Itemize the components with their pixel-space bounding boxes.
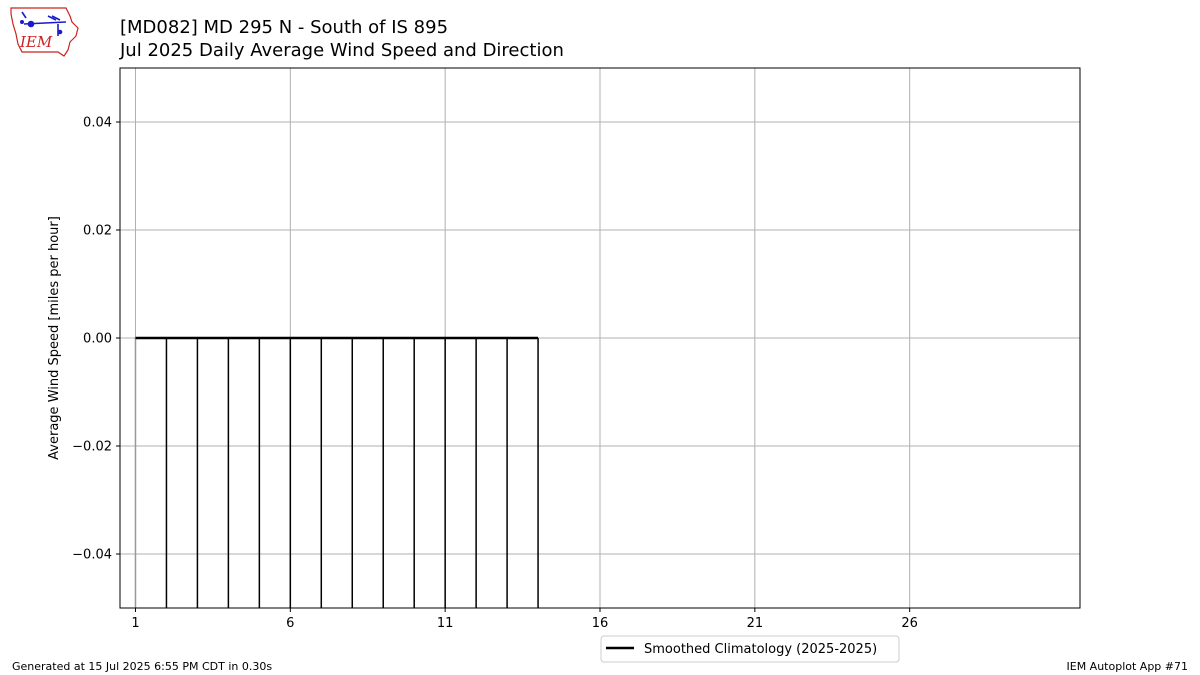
y-tick-label: −0.02 [72,440,112,455]
chart-title-subtitle: Jul 2025 Daily Average Wind Speed and Di… [120,40,564,61]
y-tick-label: −0.04 [72,548,112,563]
x-tick-label: 21 [747,616,764,631]
logo-text: IEM [19,33,53,51]
x-tick-label: 6 [286,616,294,631]
y-tick-label: 0.02 [83,224,112,239]
weather-station-icon [20,11,67,36]
generated-timestamp: Generated at 15 Jul 2025 6:55 PM CDT in … [12,660,273,673]
x-tick-label: 16 [592,616,609,631]
chart-title-station: [MD082] MD 295 N - South of IS 895 [120,17,449,38]
legend: Smoothed Climatology (2025-2025) [600,635,900,663]
iem-logo: IEM [10,7,79,57]
y-tick-label: 0.04 [83,116,112,131]
legend-label: Smoothed Climatology (2025-2025) [644,642,877,657]
autoplot-app-label: IEM Autoplot App #71 [1066,660,1189,673]
legend-box [600,635,900,663]
x-tick-label: 1 [131,616,139,631]
x-tick-label: 11 [437,616,454,631]
x-tick-label: 26 [901,616,918,631]
iowa-outline-icon [10,7,79,57]
y-axis-label: Average Wind Speed [miles per hour] [47,216,62,460]
y-tick-label: 0.00 [83,332,112,347]
